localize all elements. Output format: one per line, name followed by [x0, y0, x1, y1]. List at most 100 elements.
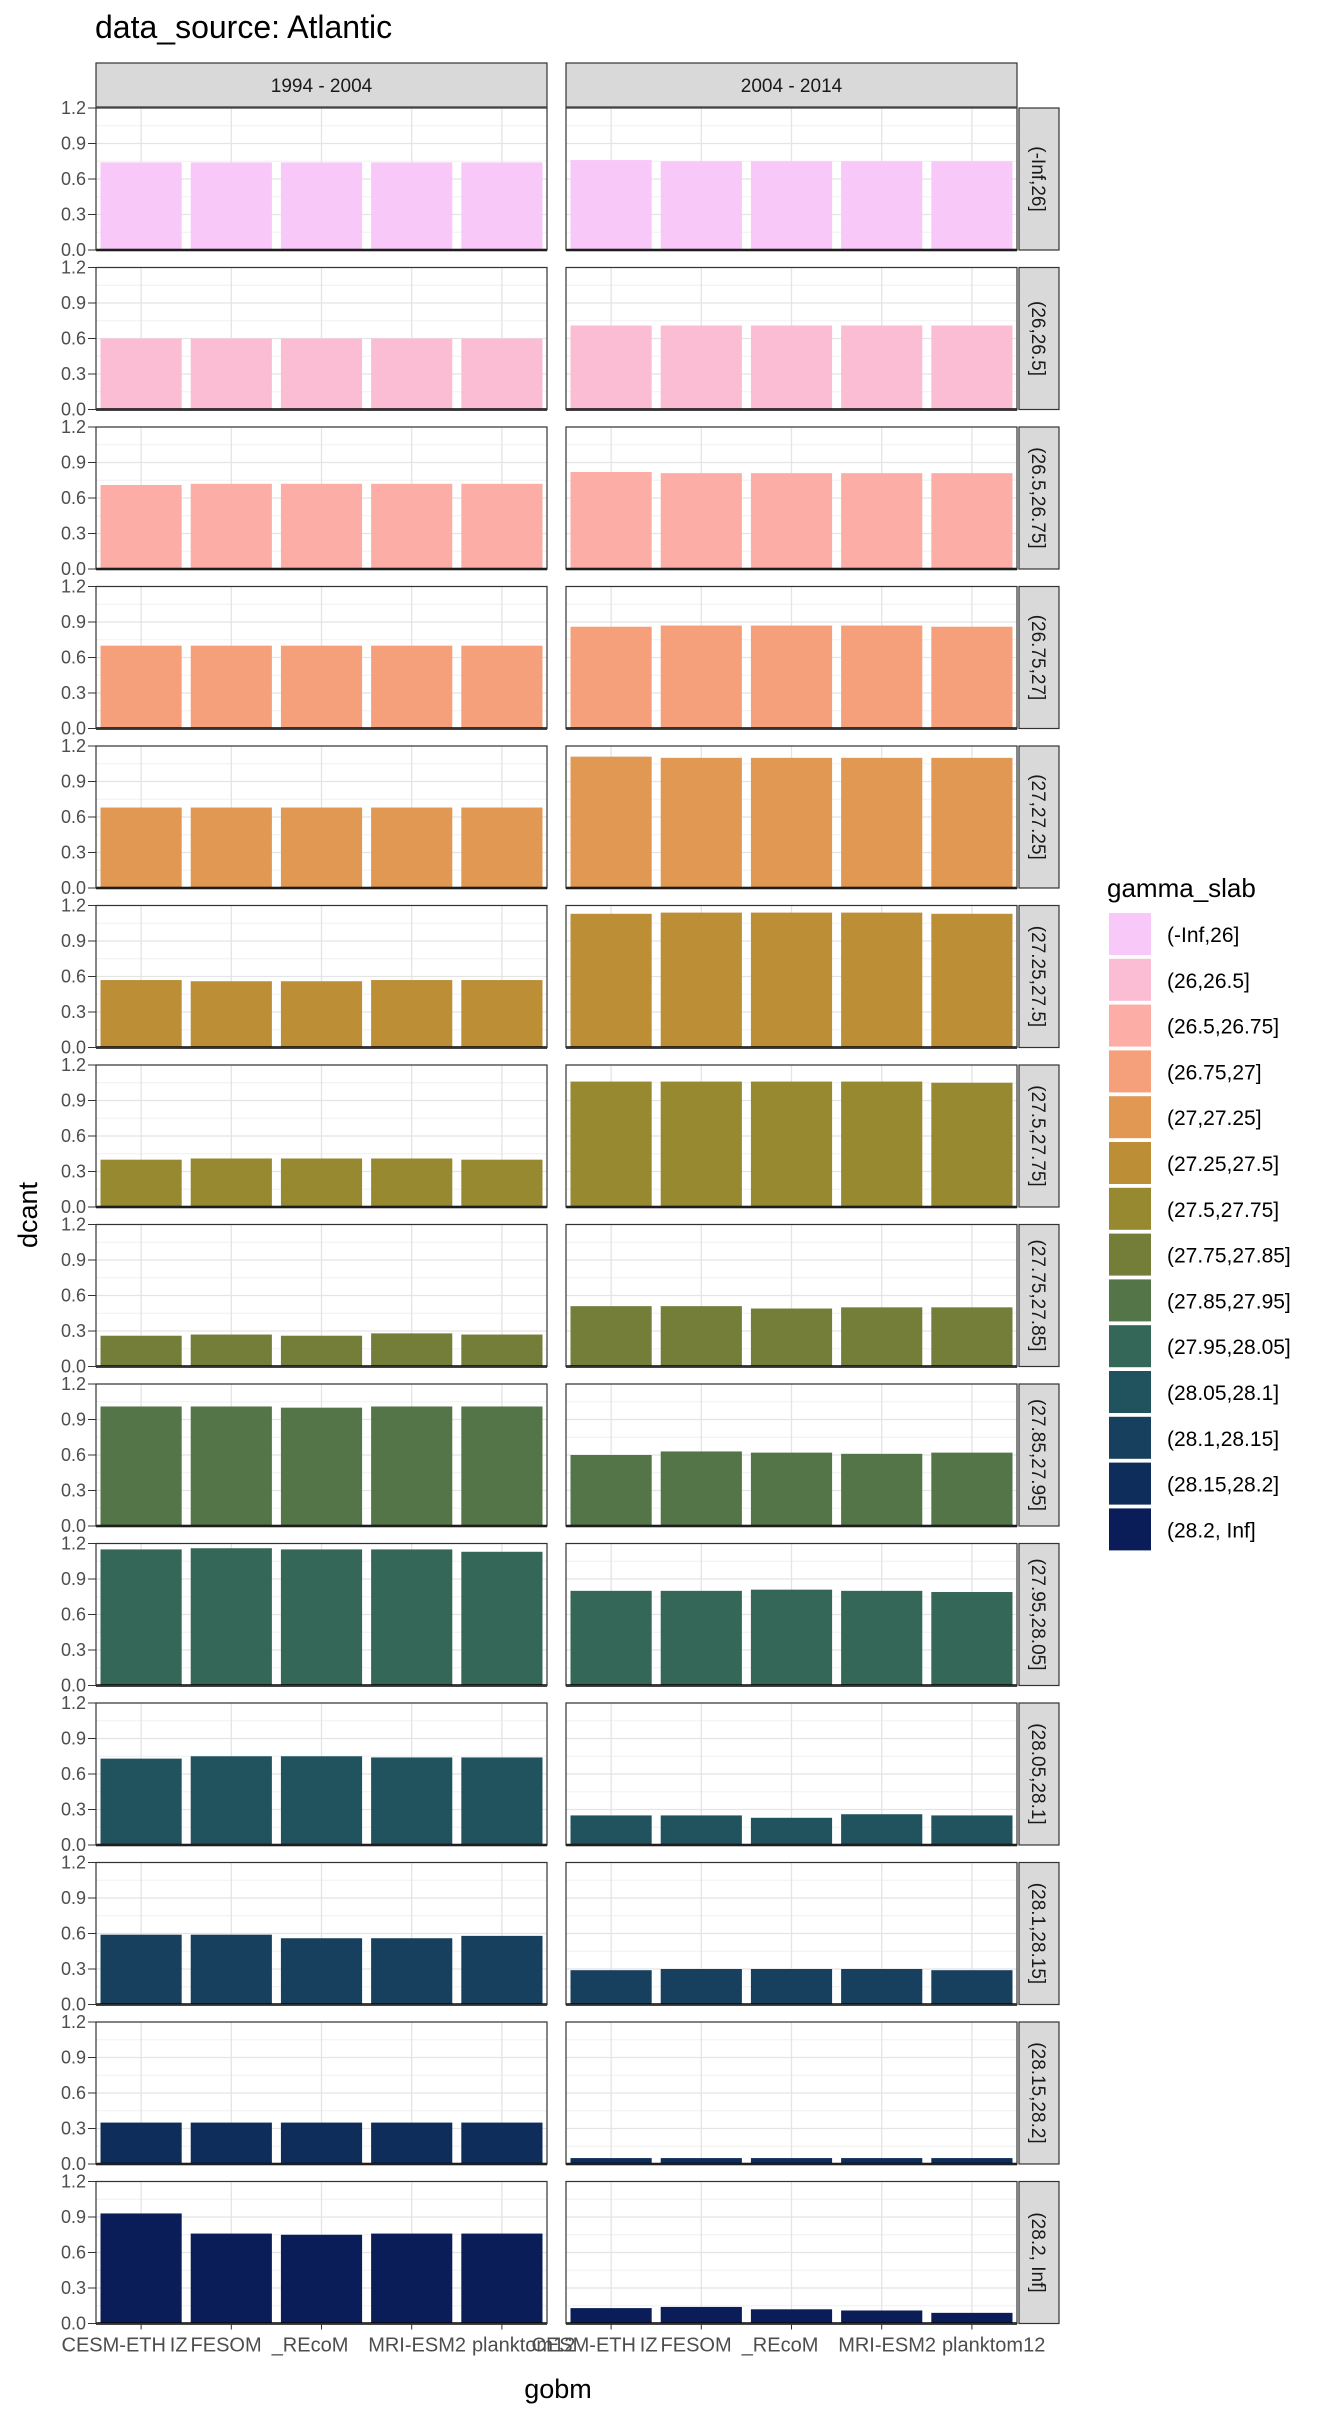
bar	[750, 912, 833, 1048]
facet-strip-row	[1018, 745, 1060, 889]
bar	[931, 1082, 1013, 1207]
bar	[280, 2234, 363, 2324]
bar	[660, 1815, 742, 1845]
bar	[371, 483, 453, 569]
bar	[461, 1935, 543, 2005]
y-tick-label: 0.3	[61, 1002, 86, 1022]
y-tick-label: 0.9	[61, 1569, 86, 1589]
y-tick-label: 0.6	[61, 1605, 86, 1625]
bar	[461, 2122, 543, 2164]
panel-grid: 1994 - 2004 2004 - 2014 (-Inf,26] 0.0 0.3 0.6…	[61, 62, 1060, 2357]
y-tick-label: 0.9	[61, 2207, 86, 2227]
y-tick-label: 1.2	[61, 1693, 86, 1713]
panel-border	[565, 1702, 1018, 1846]
bar	[570, 1970, 652, 2005]
facet-strip-col	[95, 62, 548, 108]
bar	[570, 756, 652, 888]
bar	[750, 161, 833, 250]
legend-key	[1109, 1416, 1151, 1459]
bar	[280, 981, 363, 1048]
y-tick-label: 0.6	[61, 1445, 86, 1465]
bar	[461, 2233, 543, 2324]
bar	[841, 1453, 923, 1526]
bar	[280, 338, 363, 410]
panel-border	[95, 904, 548, 1049]
chart-title: data_source: Atlantic	[95, 9, 392, 45]
bar	[371, 980, 453, 1048]
legend-key	[1109, 1508, 1151, 1551]
y-tick-label: 0.9	[61, 1410, 86, 1430]
legend-key	[1109, 1004, 1151, 1047]
panel-border	[565, 1861, 1018, 2006]
panel-border	[95, 2021, 548, 2165]
bar	[100, 2213, 182, 2324]
bar	[280, 2122, 363, 2164]
bar	[461, 1406, 543, 1526]
legend-title: gamma_slab	[1107, 873, 1256, 903]
bar	[100, 1335, 182, 1367]
bar	[750, 473, 833, 569]
y-tick-label: 0.9	[61, 453, 86, 473]
bar	[280, 807, 363, 888]
bar	[100, 484, 182, 569]
y-tick-label: 0.0	[61, 1038, 86, 1058]
legend-label: (27.75,27.85]	[1167, 1245, 1291, 1268]
bar	[660, 2158, 742, 2164]
facet-strip-col-label: 2004 - 2014	[741, 76, 843, 97]
y-tick-label: 0.0	[61, 2314, 86, 2334]
y-tick-label: 0.6	[61, 1126, 86, 1146]
legend-label: (28.2, Inf]	[1167, 1519, 1256, 1542]
y-tick-label: 0.9	[61, 1250, 86, 1270]
bar	[461, 645, 543, 729]
bar	[750, 1081, 833, 1207]
bar	[841, 2310, 923, 2324]
x-tick-label: FESOM	[191, 2335, 262, 2357]
facet-strip-row	[1018, 1702, 1060, 1846]
legend: gamma_slab (-Inf,26] (26,26.5] (26.5,26.75]…	[1107, 873, 1291, 1551]
panel-border	[95, 1542, 548, 1687]
y-tick-label: 0.3	[61, 2119, 86, 2139]
x-tick-label: CESM-ETH	[62, 2335, 166, 2357]
panel-border	[565, 1542, 1018, 1687]
y-tick-label: 0.0	[61, 1516, 86, 1536]
bar	[461, 807, 543, 888]
bar	[750, 1308, 833, 1367]
y-tick-label: 0.6	[61, 1286, 86, 1306]
y-tick-label: 0.3	[61, 1959, 86, 1979]
panel-border	[95, 107, 548, 251]
facet-strip-row-label: (28.2, Inf]	[1027, 2212, 1048, 2292]
bar	[371, 2233, 453, 2324]
legend-label: (27.25,27.5]	[1167, 1153, 1279, 1176]
panel-border	[565, 745, 1018, 889]
panel-border	[95, 1702, 548, 1846]
y-tick-label: 0.0	[61, 2154, 86, 2174]
bar	[371, 807, 453, 888]
bar	[461, 162, 543, 250]
facet-strip-row	[1018, 1861, 1060, 2006]
y-tick-label: 0.9	[61, 134, 86, 154]
bar	[841, 161, 923, 250]
bar	[841, 1081, 923, 1207]
bar	[570, 1455, 652, 1526]
facet-strip-row-label: (26,26.5]	[1027, 301, 1048, 376]
y-tick-label: 0.9	[61, 1091, 86, 1111]
bar	[371, 338, 453, 410]
bar	[660, 1969, 742, 2005]
bar	[100, 1758, 182, 1845]
bar	[461, 1757, 543, 1845]
bar	[660, 625, 742, 729]
bar	[190, 1334, 272, 1367]
bar	[190, 807, 272, 888]
x-tick-label: planktom12	[942, 2335, 1045, 2357]
bar	[841, 2158, 923, 2164]
bar	[371, 1757, 453, 1845]
y-tick-label: 0.6	[61, 967, 86, 987]
bar	[100, 645, 182, 729]
bar	[841, 1590, 923, 1686]
legend-key	[1109, 1371, 1151, 1413]
facet-strip-row-label: (26.5,26.75]	[1027, 447, 1048, 548]
bar	[371, 1333, 453, 1367]
bar	[750, 757, 833, 888]
y-tick-label: 0.3	[61, 205, 86, 225]
